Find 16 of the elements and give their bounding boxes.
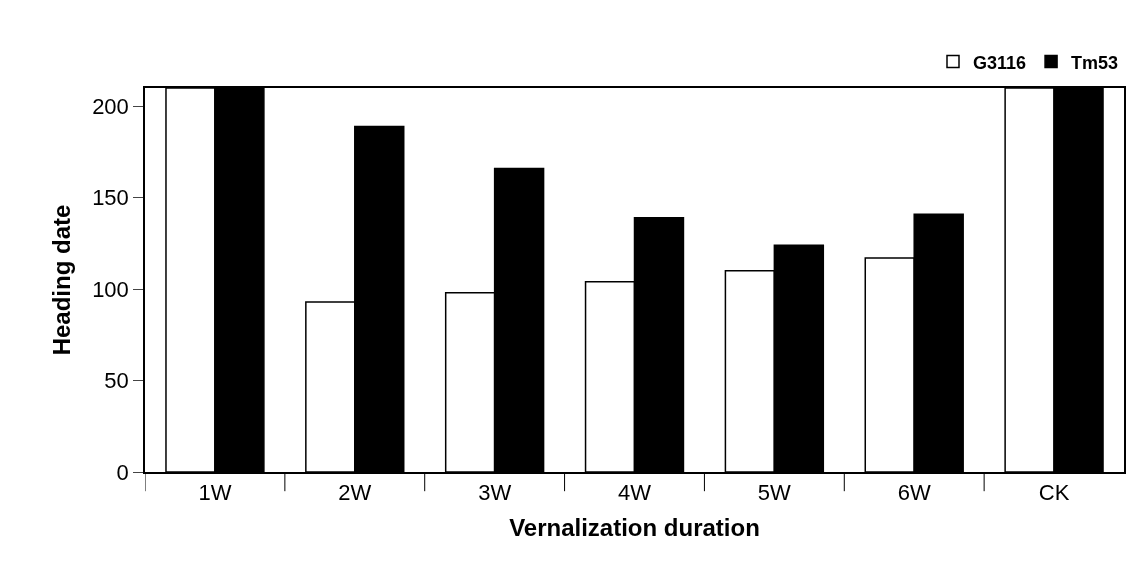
x-tick-label: 6W bbox=[897, 480, 931, 506]
y-tick-label: 200 bbox=[92, 93, 129, 119]
x-axis-title: Vernalization duration bbox=[509, 513, 760, 541]
y-tick-label: 150 bbox=[92, 185, 129, 211]
x-tick-label: CK bbox=[1038, 480, 1070, 506]
x-tick-label: 4W bbox=[618, 480, 652, 506]
x-tick-label: 1W bbox=[198, 480, 232, 506]
y-tick-label: 0 bbox=[116, 459, 129, 485]
y-tick-label: 100 bbox=[92, 276, 129, 302]
y-axis-title: Heading date bbox=[47, 204, 75, 356]
x-tick-label: 2W bbox=[338, 480, 372, 506]
x-tick-label: 3W bbox=[478, 480, 512, 506]
legend-label: G3116 bbox=[973, 52, 1027, 73]
legend-label: Tm53 bbox=[1071, 52, 1119, 73]
x-tick-label: 5W bbox=[757, 480, 792, 506]
y-tick-label: 50 bbox=[104, 368, 129, 394]
